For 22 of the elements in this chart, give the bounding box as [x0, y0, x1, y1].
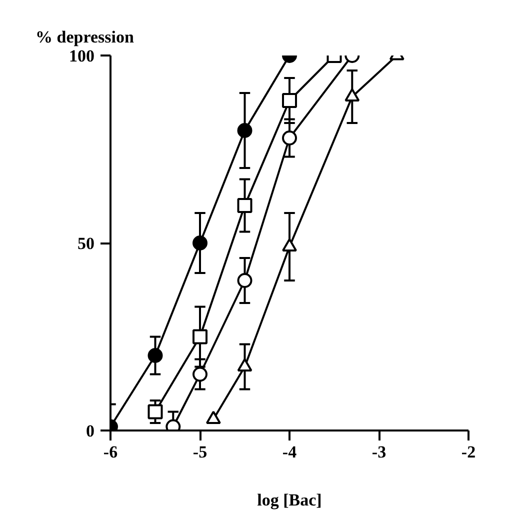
point: [192, 236, 208, 250]
y-tick-label: 50: [78, 234, 94, 253]
x-tick-label: -4: [282, 442, 298, 462]
point: [237, 358, 252, 372]
point: [192, 329, 208, 344]
y-tick-label: 100: [69, 46, 94, 66]
y-tick-label: 0: [86, 422, 94, 440]
point: [148, 404, 163, 420]
y-axis-title: % depression: [36, 28, 134, 46]
point: [237, 273, 252, 288]
x-tick-label: -2: [461, 442, 476, 462]
point: [192, 366, 208, 382]
x-axis-title: log [Bac]: [257, 490, 322, 510]
point: [237, 123, 252, 138]
point: [282, 130, 297, 146]
point: [282, 93, 297, 108]
point: [206, 410, 221, 424]
x-tick-label: -3: [372, 442, 386, 462]
point: [148, 348, 163, 363]
point: [237, 198, 252, 213]
x-tick-label: -5: [192, 442, 208, 462]
x-tick-label: -6: [103, 442, 118, 462]
